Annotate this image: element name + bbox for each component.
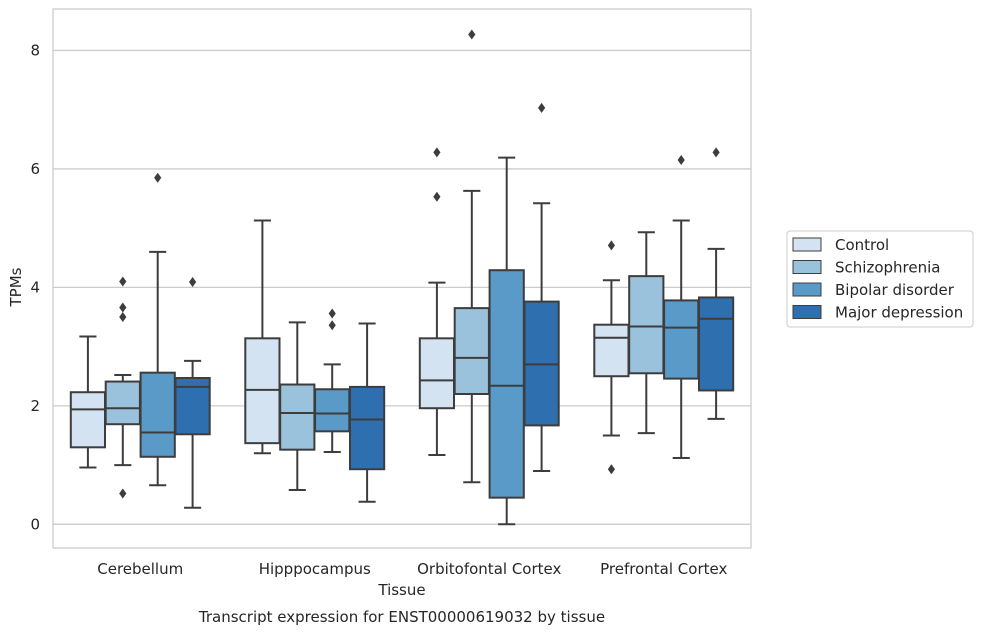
box-control (418, 147, 456, 457)
outlier-point (712, 147, 720, 158)
box-schizophrenia (628, 231, 665, 435)
outlier-point (119, 276, 127, 287)
legend-swatch (792, 260, 822, 274)
box-control (69, 335, 107, 469)
y-axis-label: TPMs (7, 267, 25, 307)
x-axis-label: Tissue (377, 581, 425, 599)
box-bipolar-disorder (314, 308, 351, 454)
outlier-point (607, 464, 615, 475)
box-iqr (104, 380, 141, 426)
box-bipolar-disorder (488, 156, 525, 526)
outlier-point (433, 147, 441, 158)
box-control (593, 240, 630, 475)
y-axis-ticks: 0 2 4 6 8 (30, 41, 40, 533)
box-series (69, 29, 735, 526)
box-iqr (488, 269, 525, 499)
outlier-point (119, 488, 127, 499)
y-tick-label: 0 (30, 515, 40, 533)
legend-label: Schizophrenia (835, 259, 940, 277)
legend: Control Schizophrenia Bipolar disorder Majo… (786, 230, 974, 328)
x-tick-label: Orbitofontal Cortex (417, 560, 561, 578)
y-tick-label: 4 (30, 278, 40, 296)
box-major-depression (174, 277, 211, 509)
box-schizophrenia (104, 276, 141, 499)
outlier-point (154, 172, 162, 183)
box-bipolar-disorder (663, 155, 700, 459)
outlier-point (189, 277, 197, 288)
y-tick-label: 8 (30, 41, 40, 59)
outlier-point (119, 312, 127, 322)
y-tick-label: 6 (30, 160, 40, 178)
x-tick-label: Hipppocampus (259, 560, 371, 578)
legend-swatch (792, 237, 822, 252)
box-major-depression (697, 147, 735, 420)
box-schizophrenia (453, 29, 490, 484)
box-schizophrenia (279, 321, 316, 491)
box-major-depression (348, 322, 386, 503)
x-tick-label: Cerebellum (97, 560, 183, 578)
outlier-point (433, 191, 441, 202)
box-iqr (418, 337, 456, 410)
legend-label: Bipolar disorder (835, 281, 955, 299)
outlier-point (328, 308, 336, 319)
y-tick-label: 2 (30, 397, 40, 415)
x-axis-ticks: Cerebellum Hipppocampus Orbitofontal Corte… (97, 560, 727, 578)
outlier-point (468, 29, 476, 40)
legend-label: Control (835, 236, 889, 254)
legend-swatch (792, 305, 822, 319)
box-iqr (593, 323, 630, 378)
box-iqr (279, 383, 316, 451)
box-iqr (69, 391, 107, 449)
box-iqr (453, 307, 490, 395)
box-iqr (628, 275, 665, 375)
box-iqr (348, 385, 386, 471)
plot-frame (52, 8, 752, 549)
legend-label: Major depression (835, 304, 963, 322)
outlier-point (119, 302, 127, 313)
box-iqr (663, 299, 700, 380)
box-iqr (697, 296, 735, 392)
legend-frame (786, 230, 974, 328)
box-iqr (314, 388, 351, 433)
box-major-depression (523, 102, 560, 472)
outlier-point (607, 240, 615, 251)
chart-caption: Transcript expression for ENST0000061903… (198, 608, 605, 626)
box-iqr (139, 371, 176, 458)
legend-swatch (792, 282, 822, 297)
outlier-point (538, 102, 546, 113)
x-tick-label: Prefrontal Cortex (600, 560, 727, 578)
box-control (244, 219, 281, 455)
outlier-point (677, 155, 685, 166)
outlier-point (328, 320, 336, 331)
